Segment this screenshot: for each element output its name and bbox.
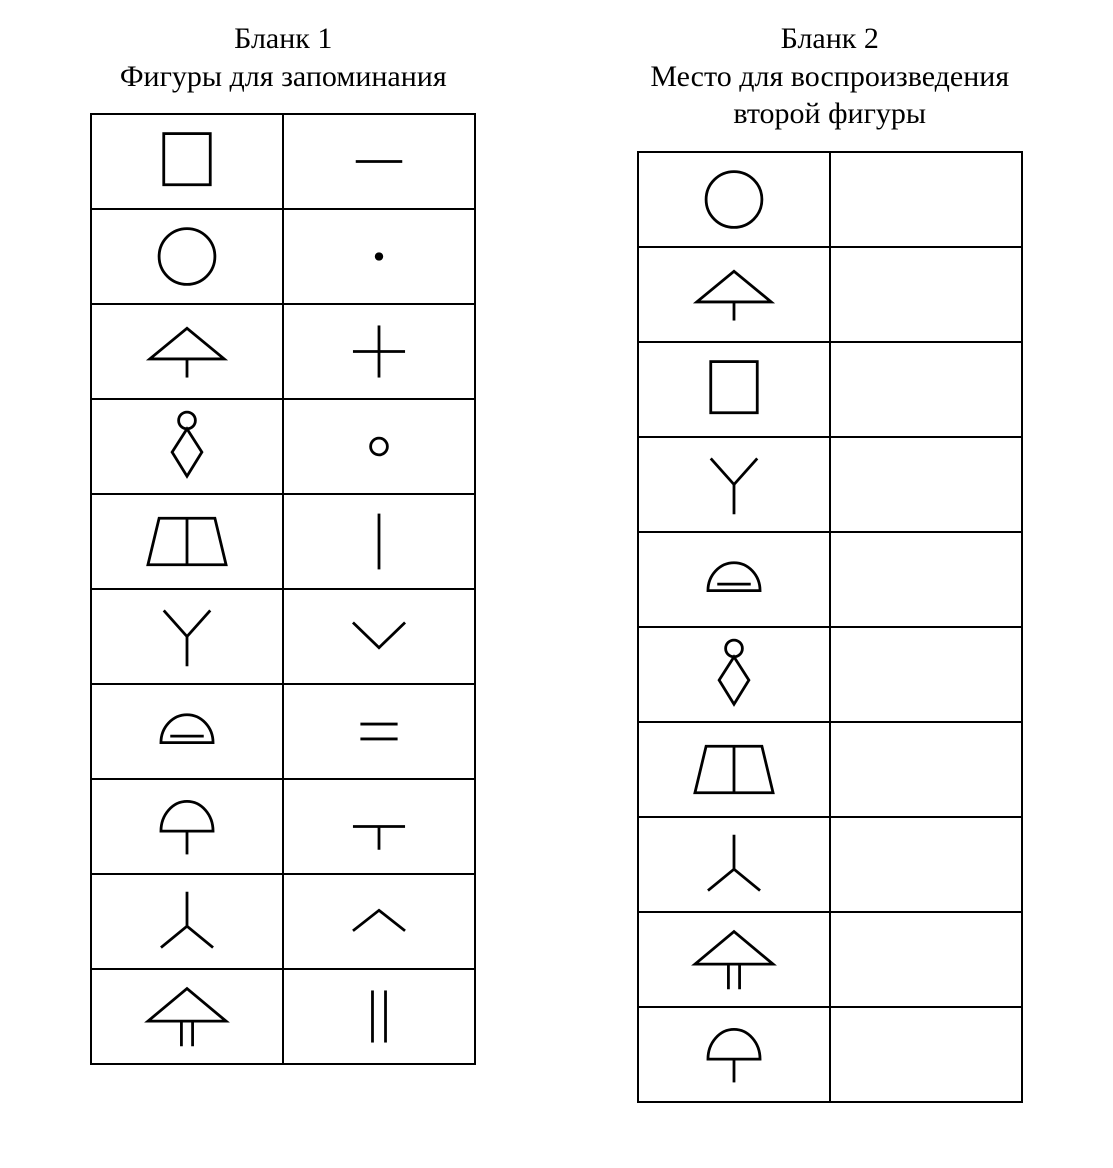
table-row: [91, 399, 475, 494]
cell-shape-equals: [283, 684, 475, 779]
table-row: [638, 437, 1022, 532]
table-row: [638, 912, 1022, 1007]
cell-shape-circle: [638, 152, 830, 247]
table-row: [91, 969, 475, 1064]
cell-shape-diamond_ring: [91, 399, 283, 494]
cell-shape-semi_stem: [91, 779, 283, 874]
cell-shape-empty: [830, 437, 1022, 532]
table-row: [91, 114, 475, 209]
cell-shape-empty: [830, 627, 1022, 722]
cell-shape-hline: [283, 114, 475, 209]
cell-shape-square: [91, 114, 283, 209]
cell-shape-trapezoid_split: [91, 494, 283, 589]
cell-shape-vline: [283, 494, 475, 589]
cell-shape-diamond_ring: [638, 627, 830, 722]
cell-shape-empty: [830, 152, 1022, 247]
cell-shape-umbrella_tri: [638, 247, 830, 342]
table-row: [91, 209, 475, 304]
table-row: [638, 342, 1022, 437]
blank-2-panel: Бланк 2 Место для воспроизведения второй…: [587, 20, 1074, 1103]
table-row: [91, 304, 475, 399]
blank-2-table: [637, 151, 1023, 1103]
cell-shape-tdown: [283, 779, 475, 874]
cell-shape-umbrella_two: [91, 969, 283, 1064]
cell-shape-empty: [830, 722, 1022, 817]
table-row: [638, 1007, 1022, 1102]
table-row: [638, 817, 1022, 912]
cell-shape-empty: [830, 342, 1022, 437]
cell-shape-empty: [830, 532, 1022, 627]
cell-shape-empty: [830, 247, 1022, 342]
table-row: [91, 494, 475, 589]
blank-2-title: Бланк 2 Место для воспроизведения второй…: [650, 20, 1009, 133]
cell-shape-trapezoid_split: [638, 722, 830, 817]
blank-1-title: Бланк 1 Фигуры для запоминания: [120, 20, 447, 95]
table-row: [638, 627, 1022, 722]
cell-shape-twobar: [283, 969, 475, 1064]
worksheet: Бланк 1 Фигуры для запоминания: [40, 20, 1073, 1103]
table-row: [91, 874, 475, 969]
cell-shape-square: [638, 342, 830, 437]
blank-1-table: [90, 113, 476, 1065]
cell-shape-empty: [830, 1007, 1022, 1102]
table-row: [91, 779, 475, 874]
cell-shape-yfork: [638, 437, 830, 532]
cell-shape-ring: [283, 399, 475, 494]
table-row: [638, 722, 1022, 817]
cell-shape-tripod: [91, 874, 283, 969]
table-row: [91, 684, 475, 779]
cell-shape-plus: [283, 304, 475, 399]
cell-shape-yfork: [91, 589, 283, 684]
table-row: [638, 247, 1022, 342]
cell-shape-tripod: [638, 817, 830, 912]
cell-shape-empty: [830, 817, 1022, 912]
cell-shape-empty: [830, 912, 1022, 1007]
cell-shape-umbrella_tri: [91, 304, 283, 399]
cell-shape-semi_stem: [638, 1007, 830, 1102]
table-row: [638, 532, 1022, 627]
table-row: [91, 589, 475, 684]
cell-shape-semi_line: [638, 532, 830, 627]
cell-shape-caret: [283, 874, 475, 969]
cell-shape-dot: [283, 209, 475, 304]
cell-shape-circle: [91, 209, 283, 304]
table-row: [638, 152, 1022, 247]
cell-shape-umbrella_two: [638, 912, 830, 1007]
blank-1-panel: Бланк 1 Фигуры для запоминания: [40, 20, 527, 1103]
cell-shape-semi_line: [91, 684, 283, 779]
cell-shape-vee: [283, 589, 475, 684]
